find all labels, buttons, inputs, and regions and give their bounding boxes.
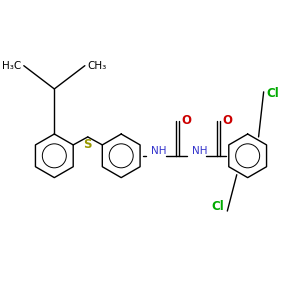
- Text: NH: NH: [151, 146, 167, 156]
- Text: O: O: [181, 114, 191, 128]
- Text: S: S: [83, 138, 92, 151]
- Text: O: O: [222, 114, 232, 128]
- Text: H₃C: H₃C: [2, 61, 21, 71]
- Text: Cl: Cl: [267, 87, 279, 100]
- Text: NH: NH: [192, 146, 207, 156]
- Text: Cl: Cl: [212, 200, 224, 213]
- Text: CH₃: CH₃: [88, 61, 107, 71]
